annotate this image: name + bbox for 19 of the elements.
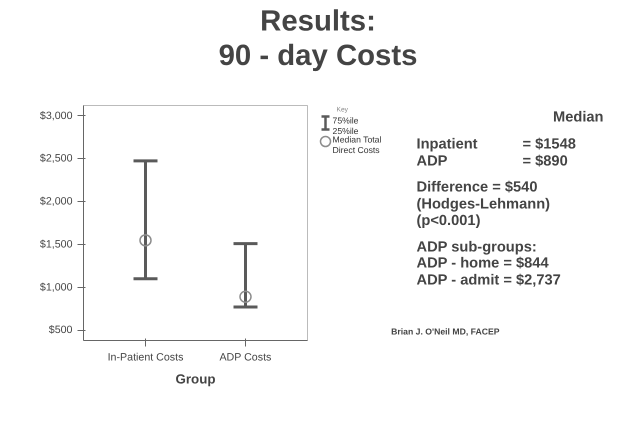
text: Brian J. O'Neil MD, FACEP <box>391 326 500 336</box>
text: 75%ile 25%ile <box>332 116 359 136</box>
legend-label: Median Total Direct Costs <box>332 134 382 155</box>
y-tick-label: $2,000 <box>40 196 73 208</box>
y-tick-label: $1,000 <box>40 281 73 294</box>
text: ADP sub-groups: <box>416 240 537 256</box>
x-axis-title: Group <box>176 372 216 386</box>
text: Median <box>553 110 604 126</box>
y-tick-label: $3,000 <box>40 110 73 122</box>
y-tick-label: $500 <box>48 324 73 336</box>
y-tick-label: $2,500 <box>40 152 73 165</box>
x-tick-label: In-Patient Costs <box>108 352 184 364</box>
text: ADP - home = $844 ADP - admit = $2,737 <box>416 256 561 288</box>
y-tick-label: $1,500 <box>40 238 73 250</box>
text: Inpatient ADP <box>416 136 478 170</box>
text: Difference = $540 (Hodges-Lehmann) (p<0.001) <box>416 180 550 230</box>
chart-title: Results: 90 - day Costs <box>218 4 418 72</box>
x-tick-label: ADP Costs <box>219 352 272 364</box>
text: = $1548 = $890 <box>522 136 576 170</box>
